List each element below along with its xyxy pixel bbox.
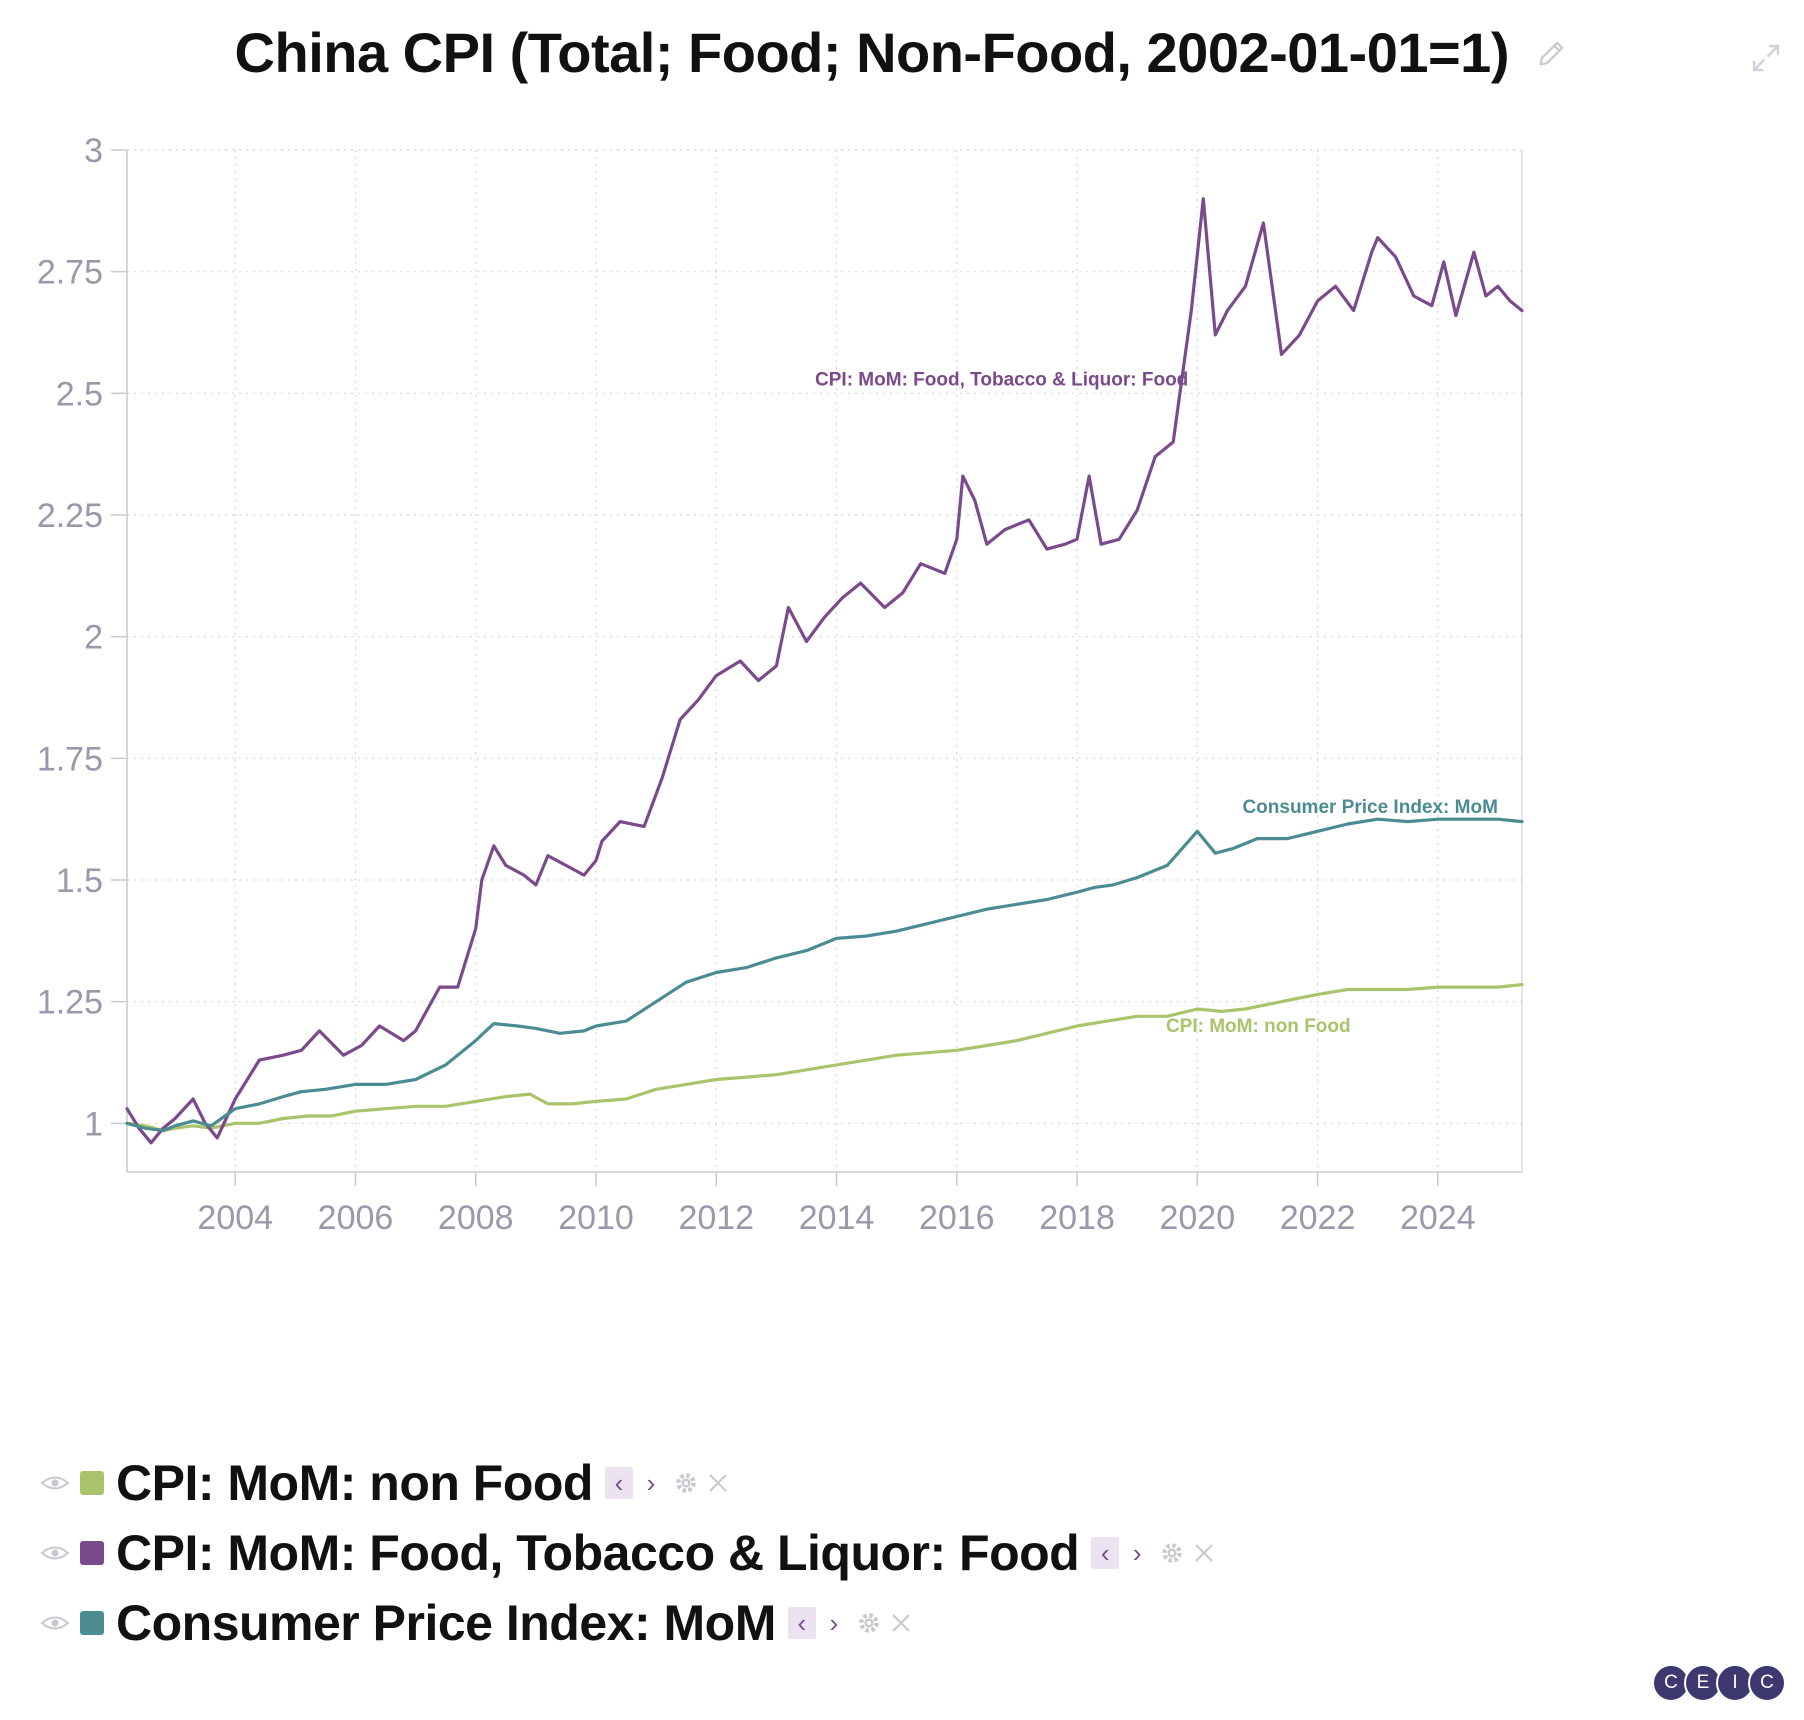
series-annotation: CPI: MoM: non Food — [1166, 1016, 1351, 1037]
pencil-icon[interactable] — [1535, 36, 1569, 70]
series-annotation: CPI: MoM: Food, Tobacco & Liquor: Food — [815, 370, 1188, 391]
close-icon[interactable] — [707, 1472, 729, 1494]
legend-item-non-food[interactable]: CPI: MoM: non Food ‹ › — [40, 1448, 1215, 1518]
chevron-right-icon[interactable]: › — [1132, 1538, 1142, 1568]
legend-label: Consumer Price Index: MoM — [116, 1595, 776, 1651]
logo-letter: E — [1684, 1664, 1722, 1702]
legend-label: CPI: MoM: Food, Tobacco & Liquor: Food — [116, 1525, 1080, 1581]
y-tick-label: 2 — [84, 619, 103, 657]
chart-title: China CPI (Total; Food; Non-Food, 2002-0… — [234, 21, 1510, 84]
y-tick-label: 2.25 — [37, 497, 103, 535]
y-tick-label: 1.25 — [37, 984, 103, 1022]
x-tick-label: 2012 — [678, 1199, 754, 1237]
series-line-cpi-total — [125, 817, 1524, 1133]
series-line-non-food — [125, 983, 1524, 1133]
x-tick-label: 2018 — [1039, 1199, 1115, 1237]
legend-swatch — [80, 1541, 104, 1565]
y-tick-label: 1.75 — [37, 740, 103, 778]
chevron-right-icon[interactable]: › — [829, 1608, 839, 1638]
x-tick-label: 2024 — [1400, 1199, 1476, 1237]
x-tick-label: 2020 — [1159, 1199, 1235, 1237]
legend-swatch — [80, 1611, 104, 1635]
gear-icon[interactable] — [673, 1470, 699, 1496]
x-tick-label: 2008 — [438, 1199, 514, 1237]
eye-icon[interactable] — [40, 1473, 70, 1493]
line-chart: 1 1.25 1.5 1.75 2 2.25 2.5 2.75 3 2004 2006 2008 201… — [37, 132, 1524, 1237]
legend-label: CPI: MoM: non Food — [116, 1455, 593, 1511]
chevron-left-icon[interactable]: ‹ — [1091, 1537, 1120, 1569]
close-icon[interactable] — [890, 1612, 912, 1634]
x-tick-label: 2016 — [919, 1199, 995, 1237]
x-tick-label: 2004 — [197, 1199, 273, 1237]
series-line-food — [125, 197, 1524, 1145]
y-tick-label: 1 — [84, 1105, 103, 1143]
legend-item-food[interactable]: CPI: MoM: Food, Tobacco & Liquor: Food ‹… — [40, 1518, 1215, 1588]
logo-letter: C — [1748, 1664, 1786, 1702]
legend-item-cpi-total[interactable]: Consumer Price Index: MoM ‹ › — [40, 1588, 1215, 1658]
y-tick-label: 3 — [84, 132, 103, 170]
close-icon[interactable] — [1193, 1542, 1215, 1564]
chevron-left-icon[interactable]: ‹ — [604, 1467, 633, 1499]
x-tick-label: 2006 — [318, 1199, 394, 1237]
x-tick-label: 2022 — [1280, 1199, 1356, 1237]
y-tick-label: 1.5 — [56, 862, 103, 900]
eye-icon[interactable] — [40, 1543, 70, 1563]
y-tick-label: 2.5 — [56, 375, 103, 413]
chevron-left-icon[interactable]: ‹ — [787, 1607, 816, 1639]
gear-icon[interactable] — [856, 1610, 882, 1636]
x-tick-label: 2014 — [799, 1199, 875, 1237]
chevron-right-icon[interactable]: › — [646, 1468, 656, 1498]
ceic-logo: C E I C — [1652, 1664, 1786, 1702]
legend: CPI: MoM: non Food ‹ › CPI: MoM: Food, T… — [40, 1448, 1215, 1658]
gear-icon[interactable] — [1159, 1540, 1185, 1566]
series-annotation: Consumer Price Index: MoM — [1242, 797, 1498, 818]
logo-letter: C — [1652, 1664, 1690, 1702]
x-tick-label: 2010 — [558, 1199, 634, 1237]
eye-icon[interactable] — [40, 1613, 70, 1633]
legend-swatch — [80, 1471, 104, 1495]
title-row: China CPI (Total; Food; Non-Food, 2002-0… — [0, 20, 1804, 100]
expand-icon[interactable] — [1748, 40, 1784, 76]
y-tick-label: 2.75 — [37, 254, 103, 292]
